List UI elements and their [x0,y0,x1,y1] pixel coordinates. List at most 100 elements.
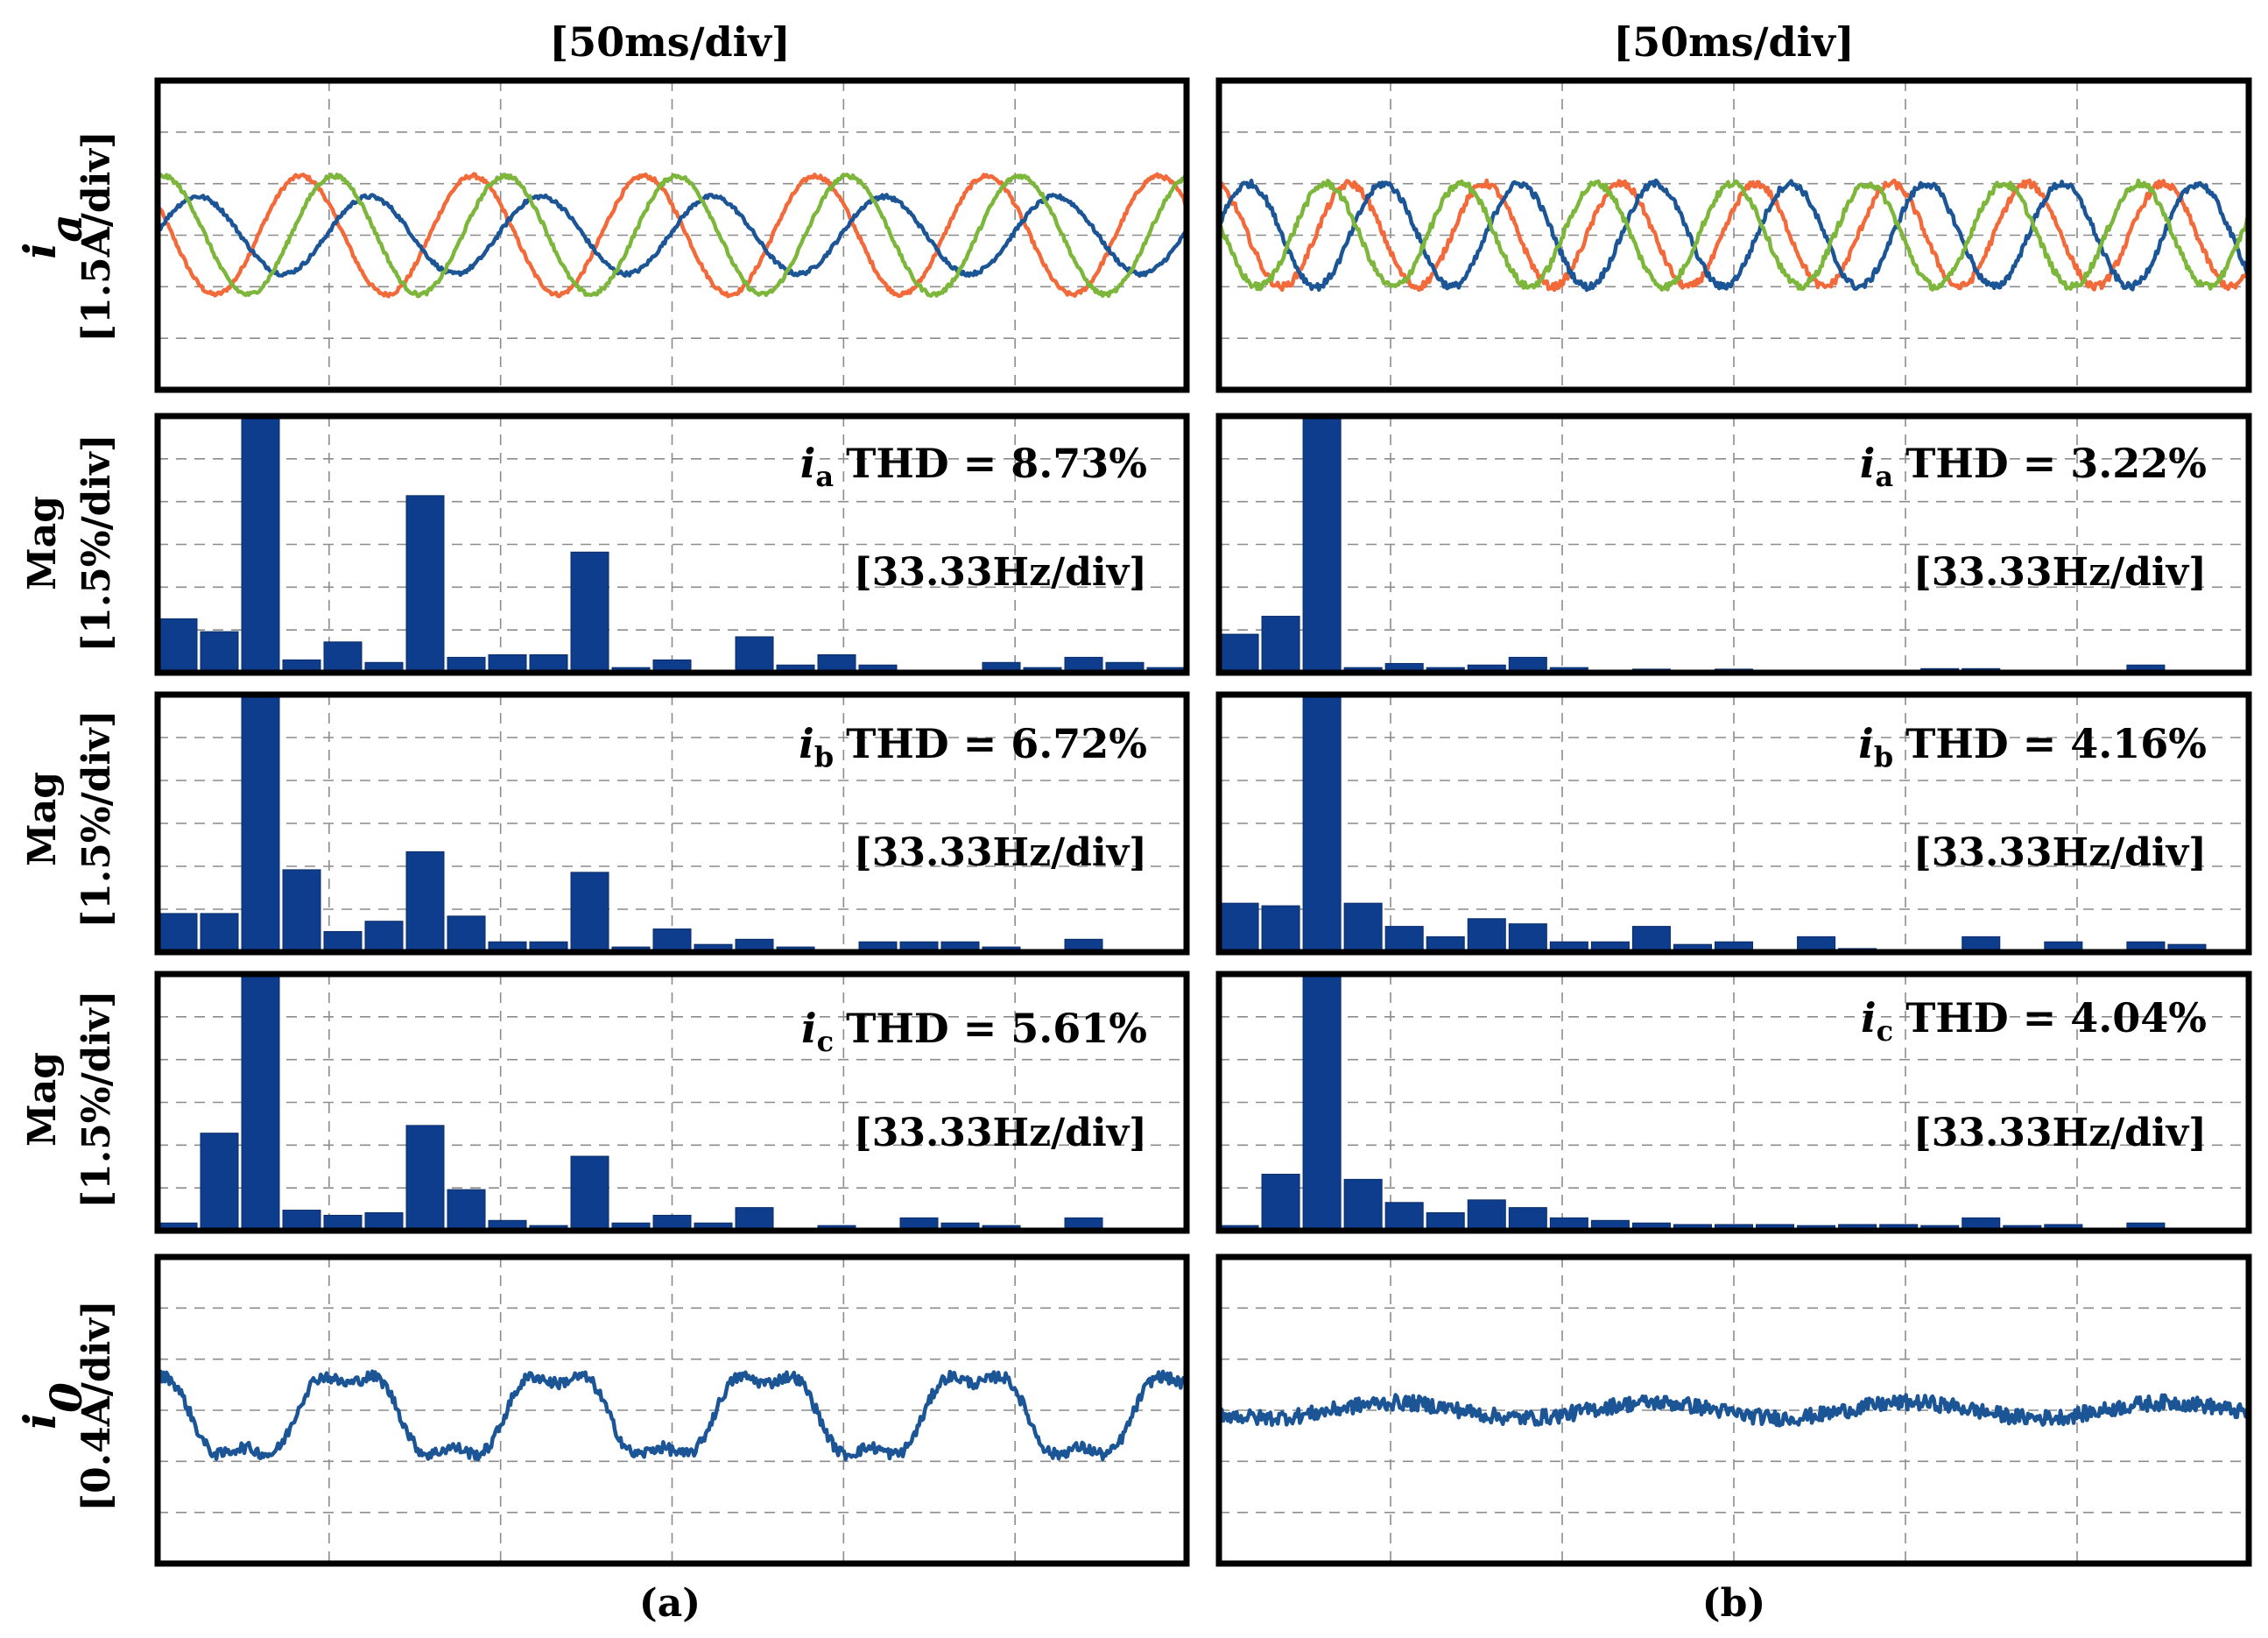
bar-h6 [364,921,404,952]
ylabel-spectrum-ic: Mag [1.5%/div] [20,990,119,1208]
thd-value: THD = 8.73% [846,440,1147,487]
series-i0-line [1219,1393,2249,1428]
thd-subscript: a [815,460,834,493]
bar-h10 [1590,1219,1630,1231]
bar-h2 [200,631,239,673]
thd-annotation-ib-b: ib THD = 4.16% [33.33Hz/div] [1858,720,2207,875]
grid [158,974,1187,1231]
plot-area [158,974,1103,1231]
grid [1219,974,2249,1231]
thd-subscript: b [1874,740,1893,773]
panel-zero-seq-b [1215,1253,2252,1567]
bar-h13 [1714,1224,1754,1231]
bar-h12 [1673,943,1712,952]
thd-value: THD = 5.61% [846,1005,1147,1052]
bar-h4 [1343,902,1383,952]
bar-h5 [1384,662,1424,673]
freq-scale-label: [33.33Hz/div] [1913,550,2207,595]
bar-h5 [323,1214,363,1231]
ylabel-name: Mag [20,496,65,590]
svg-text:ia: ia [14,214,92,258]
bar-h4 [282,1210,321,1231]
bar-h2 [1261,905,1300,952]
thd-annotation-ia-b: ia THD = 3.22% [33.33Hz/div] [1860,440,2207,595]
grid [158,1257,1187,1564]
plot-area [1219,178,2249,293]
bar-h6 [364,661,404,673]
thd-symbol: i [801,1005,816,1052]
bar-h1 [1220,902,1259,952]
bar-h3 [241,695,280,952]
thd-subscript: c [817,1025,834,1058]
panel-frame [1215,77,2252,393]
bar-h23 [1064,938,1103,952]
bar-h13 [652,1214,692,1231]
ylabel-scale: [1.5A/div] [74,131,119,342]
panel-spectrum-ic-a [154,971,1190,1234]
bar-h7 [1467,918,1506,952]
series-ia-line [158,172,1187,299]
series-i0-line [158,1369,1187,1462]
bar-h7 [405,1125,445,1231]
thd-symbol: i [1860,440,1875,487]
bar-h7 [1467,664,1506,673]
thd-value: THD = 6.72% [846,720,1147,767]
thd-symbol: i [1858,720,1873,767]
bar-h5 [323,930,363,952]
freq-scale-label: [33.33Hz/div] [854,830,1147,875]
time-scale-label-b: [50ms/div] [1613,18,1854,66]
bar-h18 [858,664,898,673]
thd-subscript: a [1875,460,1893,493]
bar-h8 [447,915,486,952]
series-ic-line [1219,178,2249,292]
bar-h9 [488,1219,527,1231]
bar-h2 [1261,1174,1300,1231]
bar-h11 [1631,926,1671,952]
ylabel-subscript: 0 [40,1382,92,1413]
series-ib-line [158,193,1187,279]
thd-annotation-ib-a: ib THD = 6.72% [33.33Hz/div] [799,720,1147,875]
bar-h2 [200,913,239,952]
bar-h21 [2044,1224,2083,1231]
plot-area [158,1369,1187,1462]
thd-symbol: i [799,720,814,767]
bar-h4 [282,869,321,952]
bar-h3 [1302,416,1342,673]
grid [1219,416,2249,673]
bar-h23 [2126,664,2166,673]
freq-scale-label: [33.33Hz/div] [854,1111,1147,1155]
panel-spectrum-ib-a [154,691,1190,956]
thd-subscript: b [814,740,834,773]
panel-frame [1215,1253,2252,1567]
bar-h3 [241,416,280,673]
thd-value: THD = 4.16% [1905,720,2207,767]
bar-h21 [982,661,1021,673]
freq-scale-label: [33.33Hz/div] [1913,830,2207,875]
thd-annotation-ic-b: ic THD = 4.04% [33.33Hz/div] [1861,994,2207,1155]
ylabel-symbol: i [14,1413,66,1430]
time-scale-label-a: [50ms/div] [549,18,790,66]
ylabel-symbol: i [14,243,66,259]
ylabel-scale: [1.5%/div] [74,990,119,1208]
panel-spectrum-ic-b [1215,971,2252,1234]
plot-area [1219,1393,2249,1428]
panel-spectrum-ib-b [1215,691,2252,956]
ylabel-spectrum-ib: Mag [1.5%/div] [20,710,119,928]
bar-h1 [1220,633,1259,673]
thd-symbol: i [1861,994,1876,1041]
bar-h24 [1105,661,1145,673]
ylabel-scale: [1.5%/div] [74,710,119,928]
panel-zero-seq-a [154,1253,1190,1567]
thd-subscript: c [1877,1014,1893,1048]
ylabel-name: Mag [20,1052,65,1147]
caption-b: (b) [1702,1581,1765,1626]
ylabel-scale: [0.4A/div] [74,1300,119,1511]
bar-h4 [1343,1178,1383,1231]
ylabel-name: Mag [20,772,65,866]
bar-h5 [323,641,363,673]
bar-h3 [1302,974,1342,1231]
